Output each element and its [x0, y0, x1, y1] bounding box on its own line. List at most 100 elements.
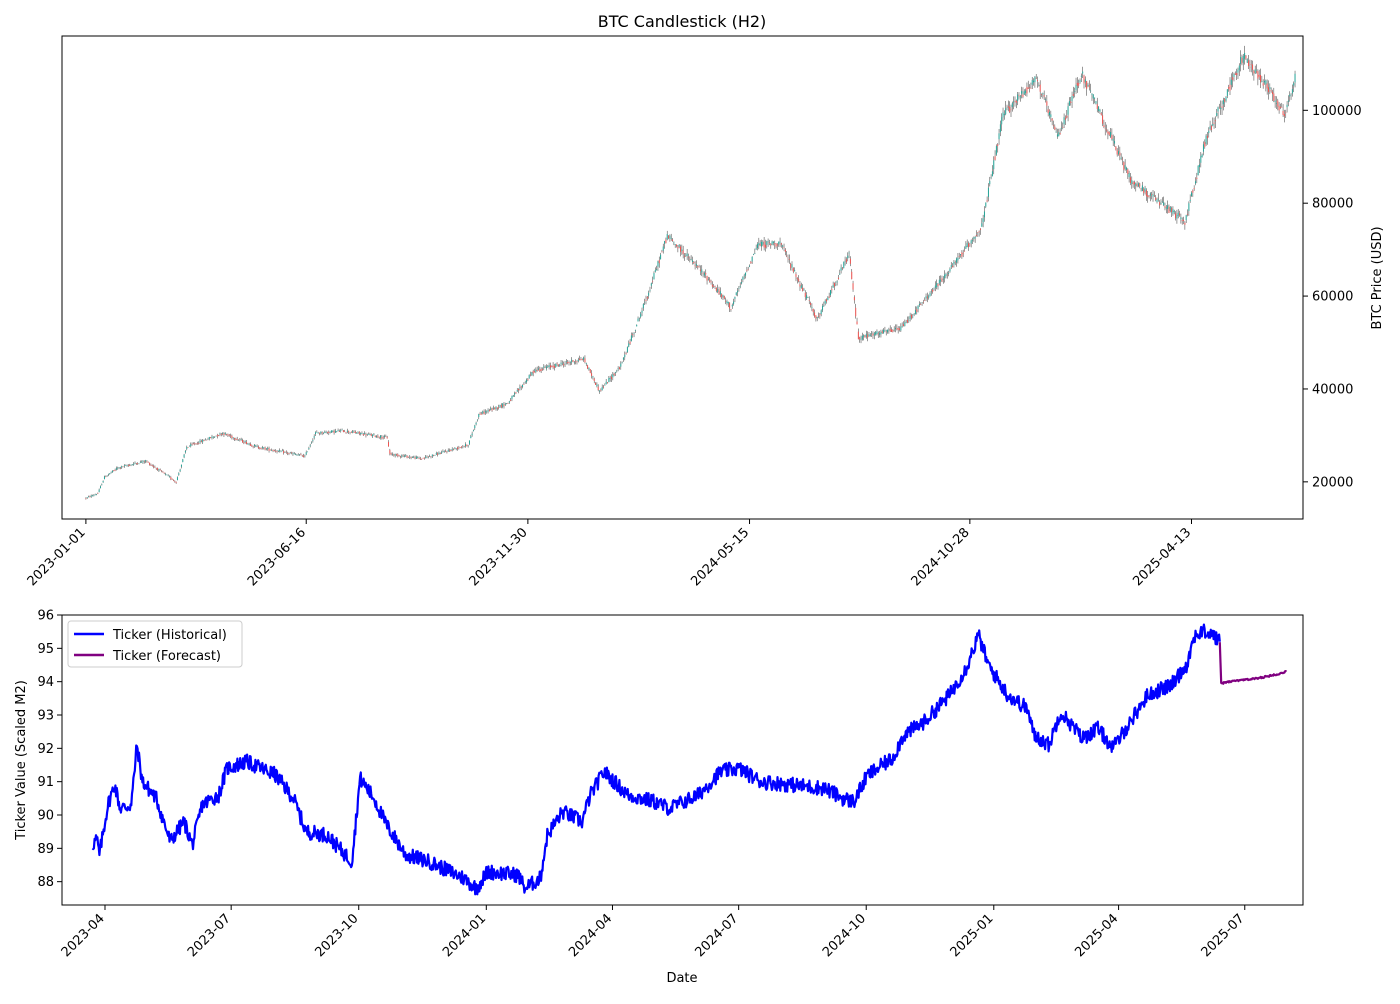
candle-body — [287, 453, 289, 454]
candle-body — [857, 331, 859, 340]
candle-body — [378, 437, 380, 438]
candle-body — [163, 472, 165, 474]
candle-body — [755, 248, 757, 250]
candle-body — [348, 430, 350, 433]
candle-body — [958, 256, 960, 257]
candle-body — [709, 279, 711, 282]
candle-body — [157, 468, 159, 471]
candle-body — [1155, 197, 1157, 200]
candle-body — [1051, 118, 1053, 121]
candle-body — [96, 494, 98, 495]
candle-body — [610, 376, 612, 380]
candle-body — [1096, 104, 1098, 109]
candle-body — [98, 489, 100, 492]
candle-body — [682, 250, 684, 255]
candle-body — [1135, 183, 1137, 186]
candle-body — [423, 457, 425, 459]
candle-body — [867, 334, 869, 338]
candle-body — [1165, 207, 1167, 209]
candle-body — [243, 442, 245, 444]
y-tick-label: 89 — [37, 842, 54, 857]
candle-body — [471, 433, 473, 436]
candle-body — [1023, 91, 1025, 95]
candle-body — [350, 431, 352, 433]
candle-body — [794, 270, 796, 272]
candle-body — [1208, 130, 1210, 134]
candle-body — [260, 447, 262, 449]
candle-body — [374, 435, 376, 438]
candle-body — [1048, 111, 1050, 116]
candle-body — [942, 278, 944, 280]
candle-body — [207, 439, 209, 441]
candle-body — [808, 300, 810, 301]
candle-body — [1133, 182, 1135, 185]
candle-body — [1108, 132, 1110, 136]
candle-body — [101, 484, 103, 486]
candle-body — [1242, 55, 1244, 63]
candle-body — [398, 455, 400, 457]
candle-body — [402, 455, 404, 457]
candle-body — [530, 374, 532, 376]
candle-body — [1050, 114, 1052, 118]
candle-body — [313, 436, 315, 438]
candle-body — [211, 436, 213, 439]
candle-body — [279, 450, 281, 451]
candle-body — [1118, 151, 1120, 155]
candle-body — [979, 228, 981, 230]
candle-body — [593, 378, 595, 381]
candle-body — [1062, 127, 1064, 128]
candle-body — [565, 361, 567, 363]
candle-body — [1052, 125, 1054, 126]
candle-body — [646, 297, 648, 299]
candle-body — [261, 447, 263, 448]
candle-body — [798, 278, 800, 282]
candle-body — [580, 359, 582, 361]
candle-body — [486, 411, 488, 413]
candle-body — [220, 433, 222, 435]
candle-body — [705, 272, 707, 275]
candle-body — [607, 382, 609, 384]
candle-body — [1107, 131, 1109, 134]
candle-body — [107, 474, 109, 476]
candle-body — [198, 443, 200, 444]
candle-body — [962, 253, 964, 254]
candle-body — [1225, 97, 1227, 101]
candle-body — [291, 452, 293, 454]
candle-body — [384, 435, 386, 437]
candle-body — [904, 322, 906, 327]
candle-body — [507, 403, 509, 404]
candle-body — [948, 272, 950, 274]
candle-body — [766, 241, 768, 245]
candle-body — [1132, 182, 1134, 185]
candle-body — [1254, 69, 1256, 74]
candle-body — [1197, 165, 1199, 176]
candle-body — [875, 332, 877, 335]
candle-body — [212, 436, 214, 438]
candle-body — [1031, 79, 1033, 85]
candle-body — [835, 284, 837, 286]
candle-body — [640, 313, 642, 318]
candle-body — [964, 251, 966, 252]
candle-body — [277, 450, 279, 452]
candle-body — [840, 267, 842, 271]
candle-body — [1173, 210, 1175, 212]
candlestick-y-axis: 20000 40000 60000 80000 100000 — [1303, 104, 1362, 490]
candle-body — [1289, 94, 1291, 97]
candle-body — [933, 288, 935, 290]
candle-body — [526, 379, 528, 383]
candle-body — [528, 374, 530, 379]
candle-body — [1200, 156, 1202, 163]
candle-body — [1216, 113, 1218, 116]
candle-body — [1248, 60, 1250, 67]
candle-body — [573, 361, 575, 363]
candle-body — [309, 445, 311, 447]
candle-body — [312, 440, 314, 442]
candle-body — [965, 246, 967, 249]
candle-body — [1041, 94, 1043, 95]
candle-body — [1285, 112, 1287, 114]
candle-body — [900, 326, 902, 331]
candle-body — [909, 315, 911, 320]
candle-body — [621, 362, 623, 364]
candle-body — [961, 252, 963, 257]
candle-body — [714, 285, 716, 287]
